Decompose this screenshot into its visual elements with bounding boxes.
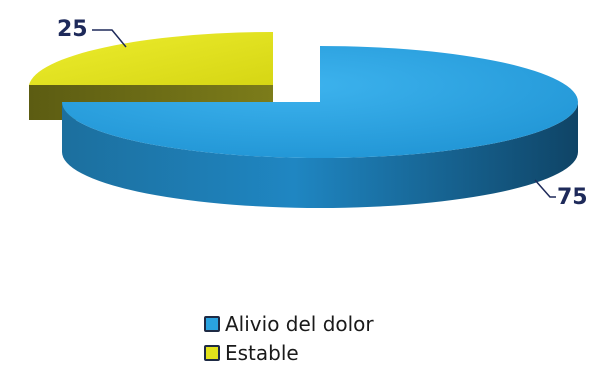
data-label-leader-alivio-del-dolor bbox=[534, 179, 556, 198]
legend-swatch-alivio-del-dolor bbox=[204, 315, 220, 332]
legend-item-alivio-del-dolor: Alivio del dolor bbox=[204, 309, 374, 338]
legend-label-alivio-del-dolor: Alivio del dolor bbox=[225, 311, 374, 336]
legend-label-estable: Estable bbox=[225, 340, 299, 365]
pie-slice-alivio-del-dolor-side bbox=[62, 102, 578, 208]
pie-slice-alivio-del-dolor-top bbox=[62, 46, 578, 158]
legend: Alivio del dolor Estable bbox=[204, 309, 374, 367]
data-label-alivio-del-dolor: 75 bbox=[557, 185, 588, 210]
pie-slice-alivio-del-dolor bbox=[62, 46, 578, 208]
legend-item-estable: Estable bbox=[204, 338, 374, 367]
pie-slice-estable-top bbox=[29, 31, 273, 85]
data-label-leader-estable bbox=[92, 29, 127, 48]
legend-swatch-estable bbox=[204, 344, 220, 361]
data-label-estable: 25 bbox=[57, 17, 88, 42]
